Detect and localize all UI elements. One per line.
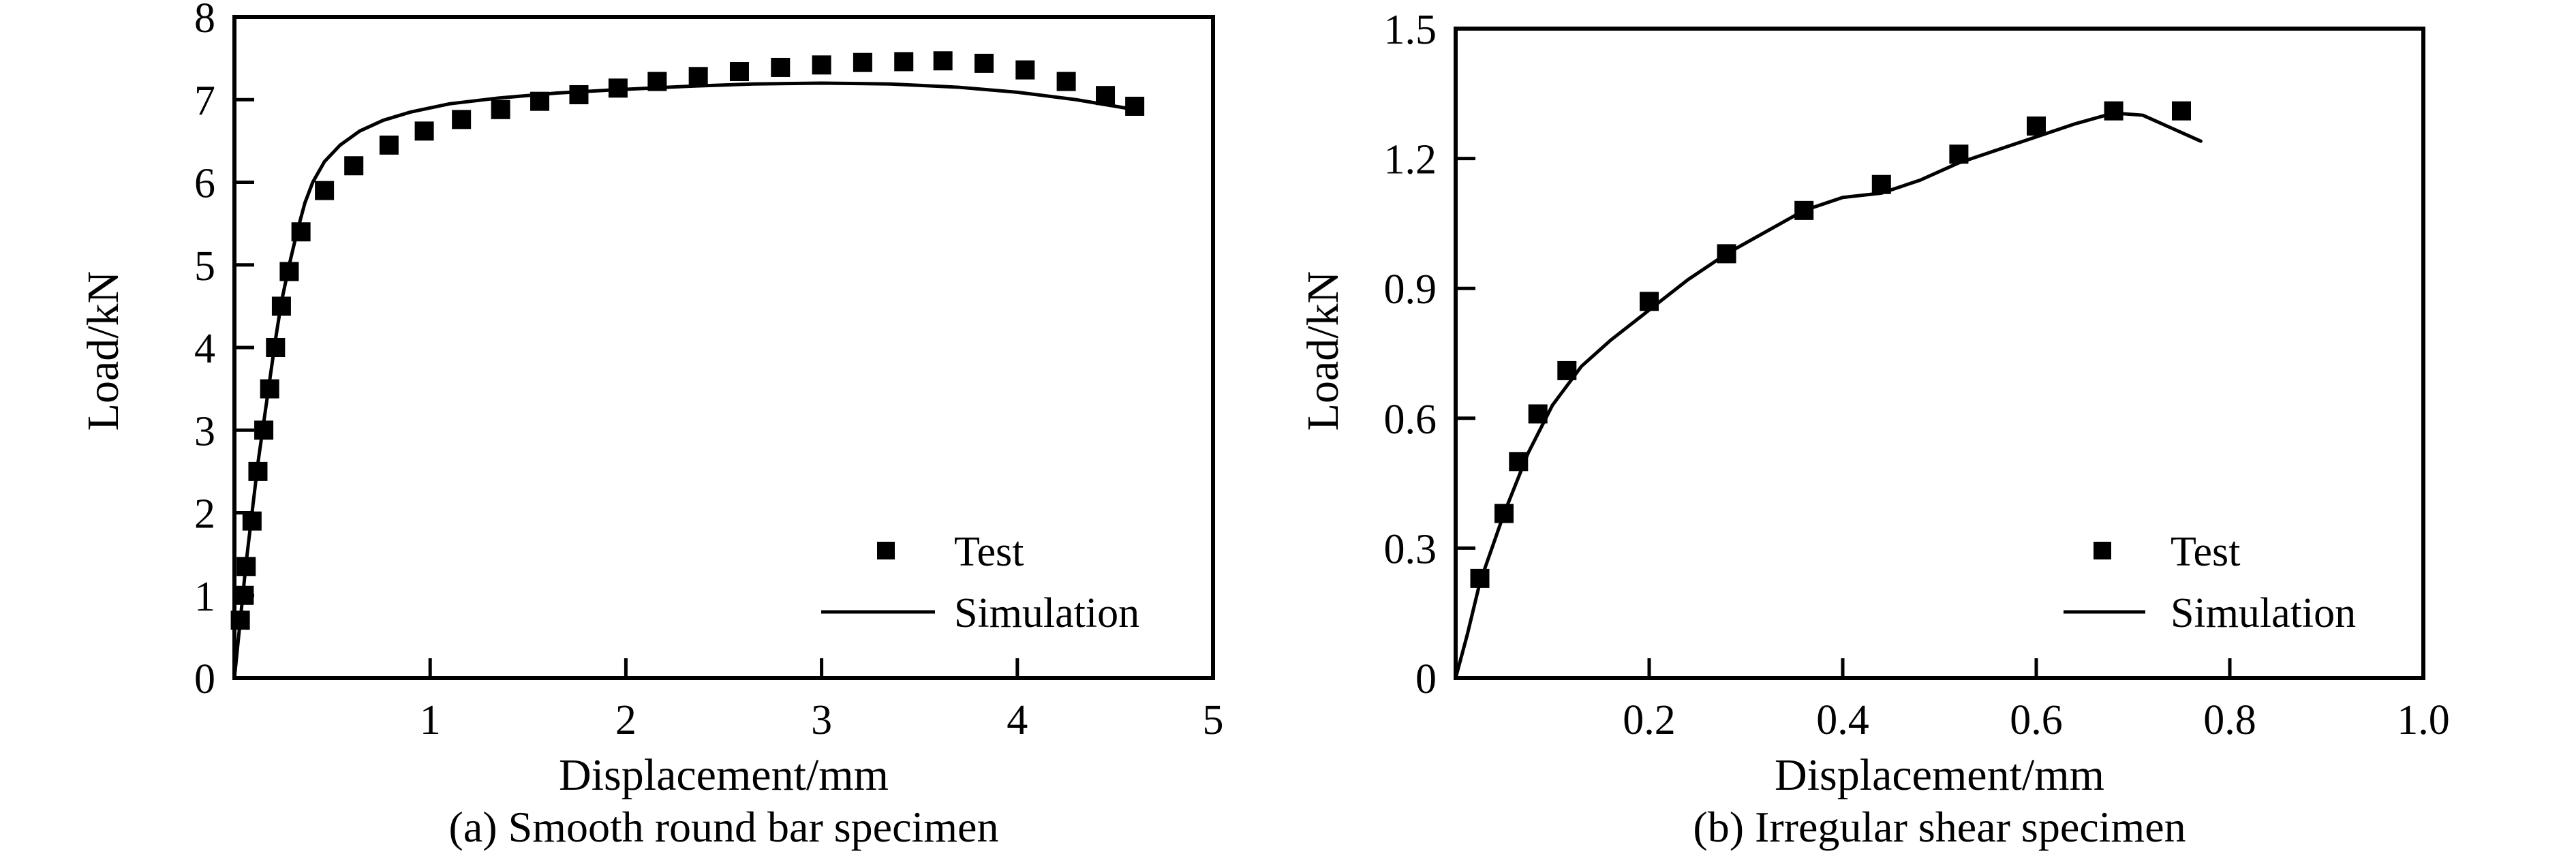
y-tick-label: 2 (194, 491, 215, 538)
y-tick-label: 6 (194, 161, 215, 207)
y-axis-label-b: Load/kN (1298, 271, 1348, 431)
legend-test-label: Test (2171, 529, 2240, 575)
test-marker (1640, 292, 1659, 311)
y-tick-label: 1 (194, 574, 215, 620)
legend-test-label: Test (954, 529, 1024, 575)
test-marker (491, 99, 510, 119)
y-tick-label: 5 (194, 243, 215, 290)
plot-frame (1454, 27, 2425, 680)
x-tick-label: 0.2 (1623, 697, 1676, 743)
caption-a: (a) Smooth round bar specimen (448, 803, 999, 851)
test-marker (771, 57, 791, 77)
test-marker (812, 55, 831, 75)
test-marker (688, 67, 708, 87)
test-marker (315, 181, 335, 200)
x-tick-label: 0.4 (1816, 697, 1869, 743)
test-marker (933, 51, 953, 71)
test-marker (452, 110, 472, 129)
test-marker (974, 53, 994, 73)
y-tick-label: 0.3 (1384, 526, 1437, 572)
simulation-line (1454, 111, 2203, 680)
x-tick-label: 1 (420, 697, 441, 743)
legend-simulation-label: Simulation (2171, 590, 2356, 636)
y-tick-label: 3 (194, 408, 215, 455)
x-tick-label: 0.8 (2203, 697, 2256, 743)
test-marker (1125, 96, 1145, 116)
test-marker (344, 156, 364, 176)
legend-test-swatch (877, 542, 895, 559)
x-tick-label: 4 (1007, 697, 1028, 743)
x-tick-label: 3 (811, 697, 832, 743)
x-tick-label: 0.6 (2010, 697, 2063, 743)
x-tick-label: 1.0 (2397, 697, 2450, 743)
y-tick-label: 0.9 (1384, 266, 1437, 313)
test-marker (2104, 101, 2123, 121)
test-marker (1056, 72, 1076, 91)
y-tick-label: 0.6 (1384, 397, 1437, 443)
test-marker (894, 52, 914, 72)
y-tick-label: 4 (194, 326, 215, 372)
y-tick-label: 0 (194, 656, 215, 703)
test-marker (414, 121, 434, 141)
test-marker (729, 62, 749, 82)
test-marker (1015, 60, 1035, 80)
x-tick-label: 2 (615, 697, 637, 743)
legend-test-swatch (2094, 542, 2111, 559)
y-tick-label: 0 (1415, 656, 1437, 703)
x-axis-label-b: Displacement/mm (1775, 750, 2104, 800)
x-axis-label-a: Displacement/mm (559, 750, 889, 800)
y-tick-label: 1.5 (1384, 7, 1437, 53)
y-tick-label: 8 (194, 0, 215, 42)
y-tick-label: 1.2 (1384, 137, 1437, 183)
test-marker (2172, 101, 2191, 121)
legend-simulation-label: Simulation (954, 590, 1139, 636)
test-marker (2027, 116, 2046, 136)
caption-b: (b) Irregular shear specimen (1693, 803, 2186, 851)
simulation-line (232, 81, 1137, 680)
y-tick-label: 7 (194, 78, 215, 124)
test-marker (853, 52, 872, 72)
plot-frame (232, 15, 1215, 680)
test-marker (379, 135, 399, 155)
test-marker (569, 84, 589, 104)
x-tick-label: 5 (1203, 697, 1224, 743)
